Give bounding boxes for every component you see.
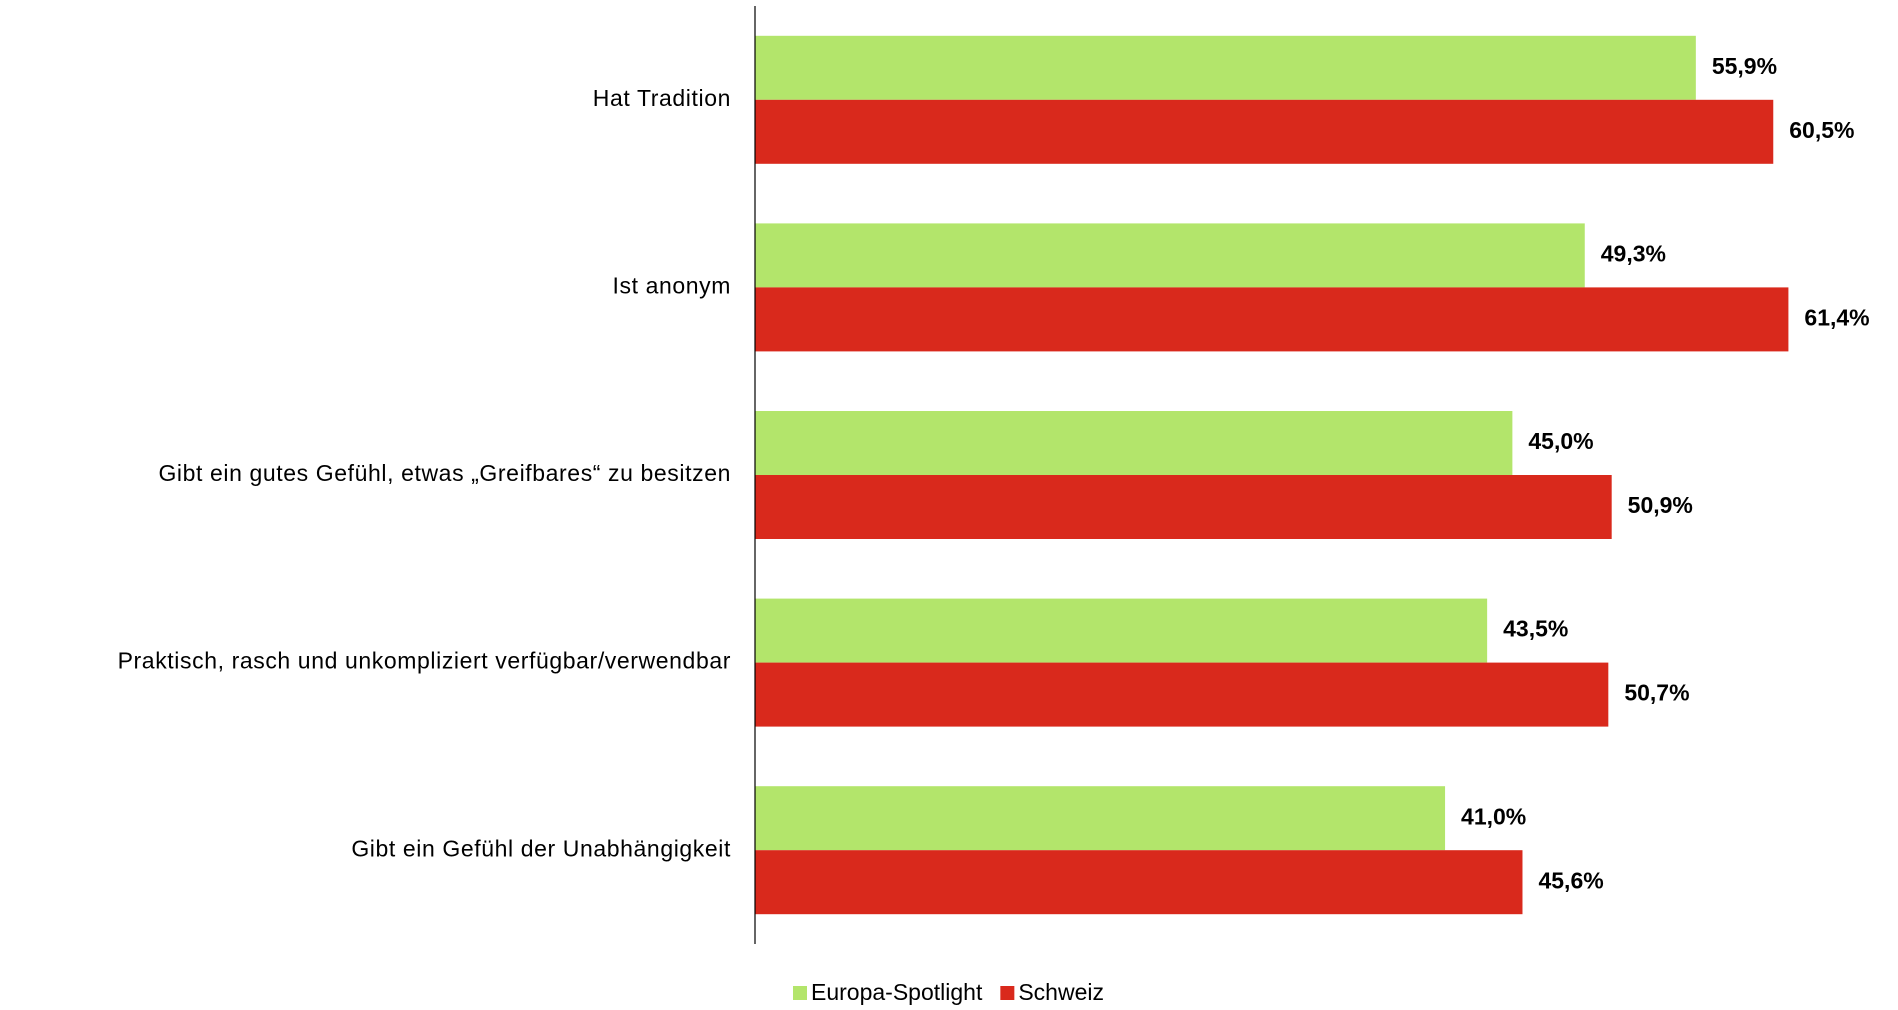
value-label: 45,0%: [1528, 428, 1593, 454]
bar: [755, 850, 1523, 915]
bar: [755, 662, 1609, 727]
bar: [755, 35, 1696, 100]
bar: [755, 287, 1789, 352]
value-label: 41,0%: [1461, 803, 1526, 829]
bar: [755, 99, 1774, 164]
bar: [755, 223, 1585, 288]
bar: [755, 786, 1446, 851]
legend-swatch: [1000, 986, 1015, 1000]
value-label: 49,3%: [1601, 240, 1666, 266]
bar: [755, 598, 1488, 663]
category-label: Ist anonym: [613, 272, 732, 298]
legend-label: Schweiz: [1018, 979, 1104, 1005]
legend-label: Europa-Spotlight: [811, 979, 983, 1005]
value-label: 61,4%: [1804, 304, 1869, 330]
value-label: 60,5%: [1789, 117, 1854, 143]
bar: [755, 475, 1612, 539]
value-label: 43,5%: [1503, 616, 1568, 642]
category-label: Praktisch, rasch und unkompliziert verfü…: [118, 648, 731, 674]
bar: [755, 411, 1513, 475]
value-label: 50,7%: [1624, 680, 1689, 706]
value-label: 45,6%: [1538, 867, 1603, 893]
category-label: Hat Tradition: [593, 85, 731, 111]
legend-swatch: [793, 986, 807, 1000]
value-label: 50,9%: [1628, 492, 1693, 518]
category-label: Gibt ein gutes Gefühl, etwas „Greifbares…: [158, 460, 731, 486]
category-label: Gibt ein Gefühl der Unabhängigkeit: [351, 835, 731, 861]
value-label: 55,9%: [1712, 53, 1777, 79]
